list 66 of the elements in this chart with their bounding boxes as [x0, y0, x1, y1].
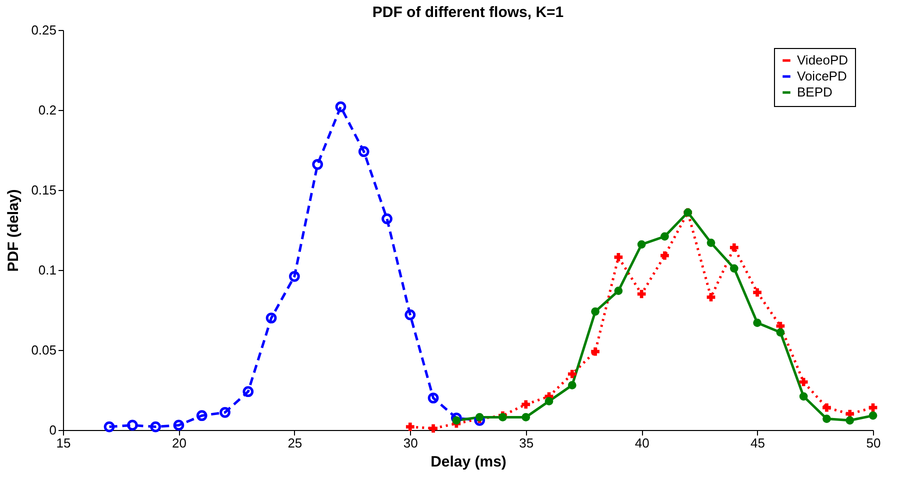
legend-label: BEPD [797, 84, 832, 100]
y-tick-label: 0 [49, 422, 56, 438]
x-tick-label: 40 [634, 436, 650, 450]
chart-title: PDF of different flows, K=1 [372, 4, 564, 21]
point [799, 378, 808, 386]
point [868, 403, 878, 412]
point [822, 414, 831, 423]
y-tick-label: 0.15 [31, 182, 56, 198]
point [382, 213, 392, 224]
point [522, 400, 530, 409]
x-tick-label: 20 [172, 436, 186, 450]
point [591, 347, 600, 356]
point [220, 406, 230, 418]
x-tick-label: 35 [519, 436, 534, 450]
point [706, 238, 716, 247]
point [266, 312, 277, 324]
point [730, 264, 738, 273]
point [404, 309, 416, 320]
point [335, 101, 346, 112]
point [776, 328, 785, 337]
point [868, 411, 878, 420]
point [846, 416, 854, 425]
point [660, 251, 669, 260]
point [706, 293, 716, 302]
point [429, 424, 438, 433]
point [406, 422, 414, 431]
point [730, 243, 738, 252]
y-tick-label: 0.25 [31, 22, 56, 38]
point [591, 307, 600, 316]
legend-label: VideoPD [797, 52, 848, 68]
point [173, 420, 184, 431]
point [522, 413, 530, 422]
y-tick-label: 0.2 [38, 102, 56, 118]
point [428, 392, 439, 404]
point [358, 146, 370, 158]
legend-label: VoicePD [797, 68, 847, 84]
x-axis-title: Delay (ms) [430, 454, 506, 470]
point [196, 410, 208, 422]
point [288, 270, 300, 282]
point [312, 158, 324, 170]
point [637, 290, 646, 298]
x-tick-label: 45 [750, 436, 766, 450]
x-tick-label: 15 [56, 436, 71, 450]
y-tick-label: 0.1 [38, 262, 56, 278]
x-tick-label: 25 [288, 436, 302, 450]
point [452, 416, 461, 425]
x-tick-label: 30 [403, 436, 418, 450]
point [753, 318, 762, 327]
point [637, 240, 646, 249]
point [104, 421, 115, 432]
point [614, 253, 623, 262]
y-tick-label: 0.05 [31, 342, 56, 358]
point [544, 397, 554, 406]
point [126, 420, 138, 431]
point [568, 381, 576, 390]
point [799, 392, 808, 401]
y-axis-title: PDF (delay) [5, 189, 22, 272]
point [660, 232, 669, 241]
point [753, 288, 762, 297]
point [822, 403, 831, 412]
point [450, 412, 462, 424]
point [150, 421, 162, 432]
point [242, 386, 254, 398]
x-tick-label: 50 [866, 436, 881, 450]
point [614, 286, 623, 295]
point [568, 370, 576, 378]
